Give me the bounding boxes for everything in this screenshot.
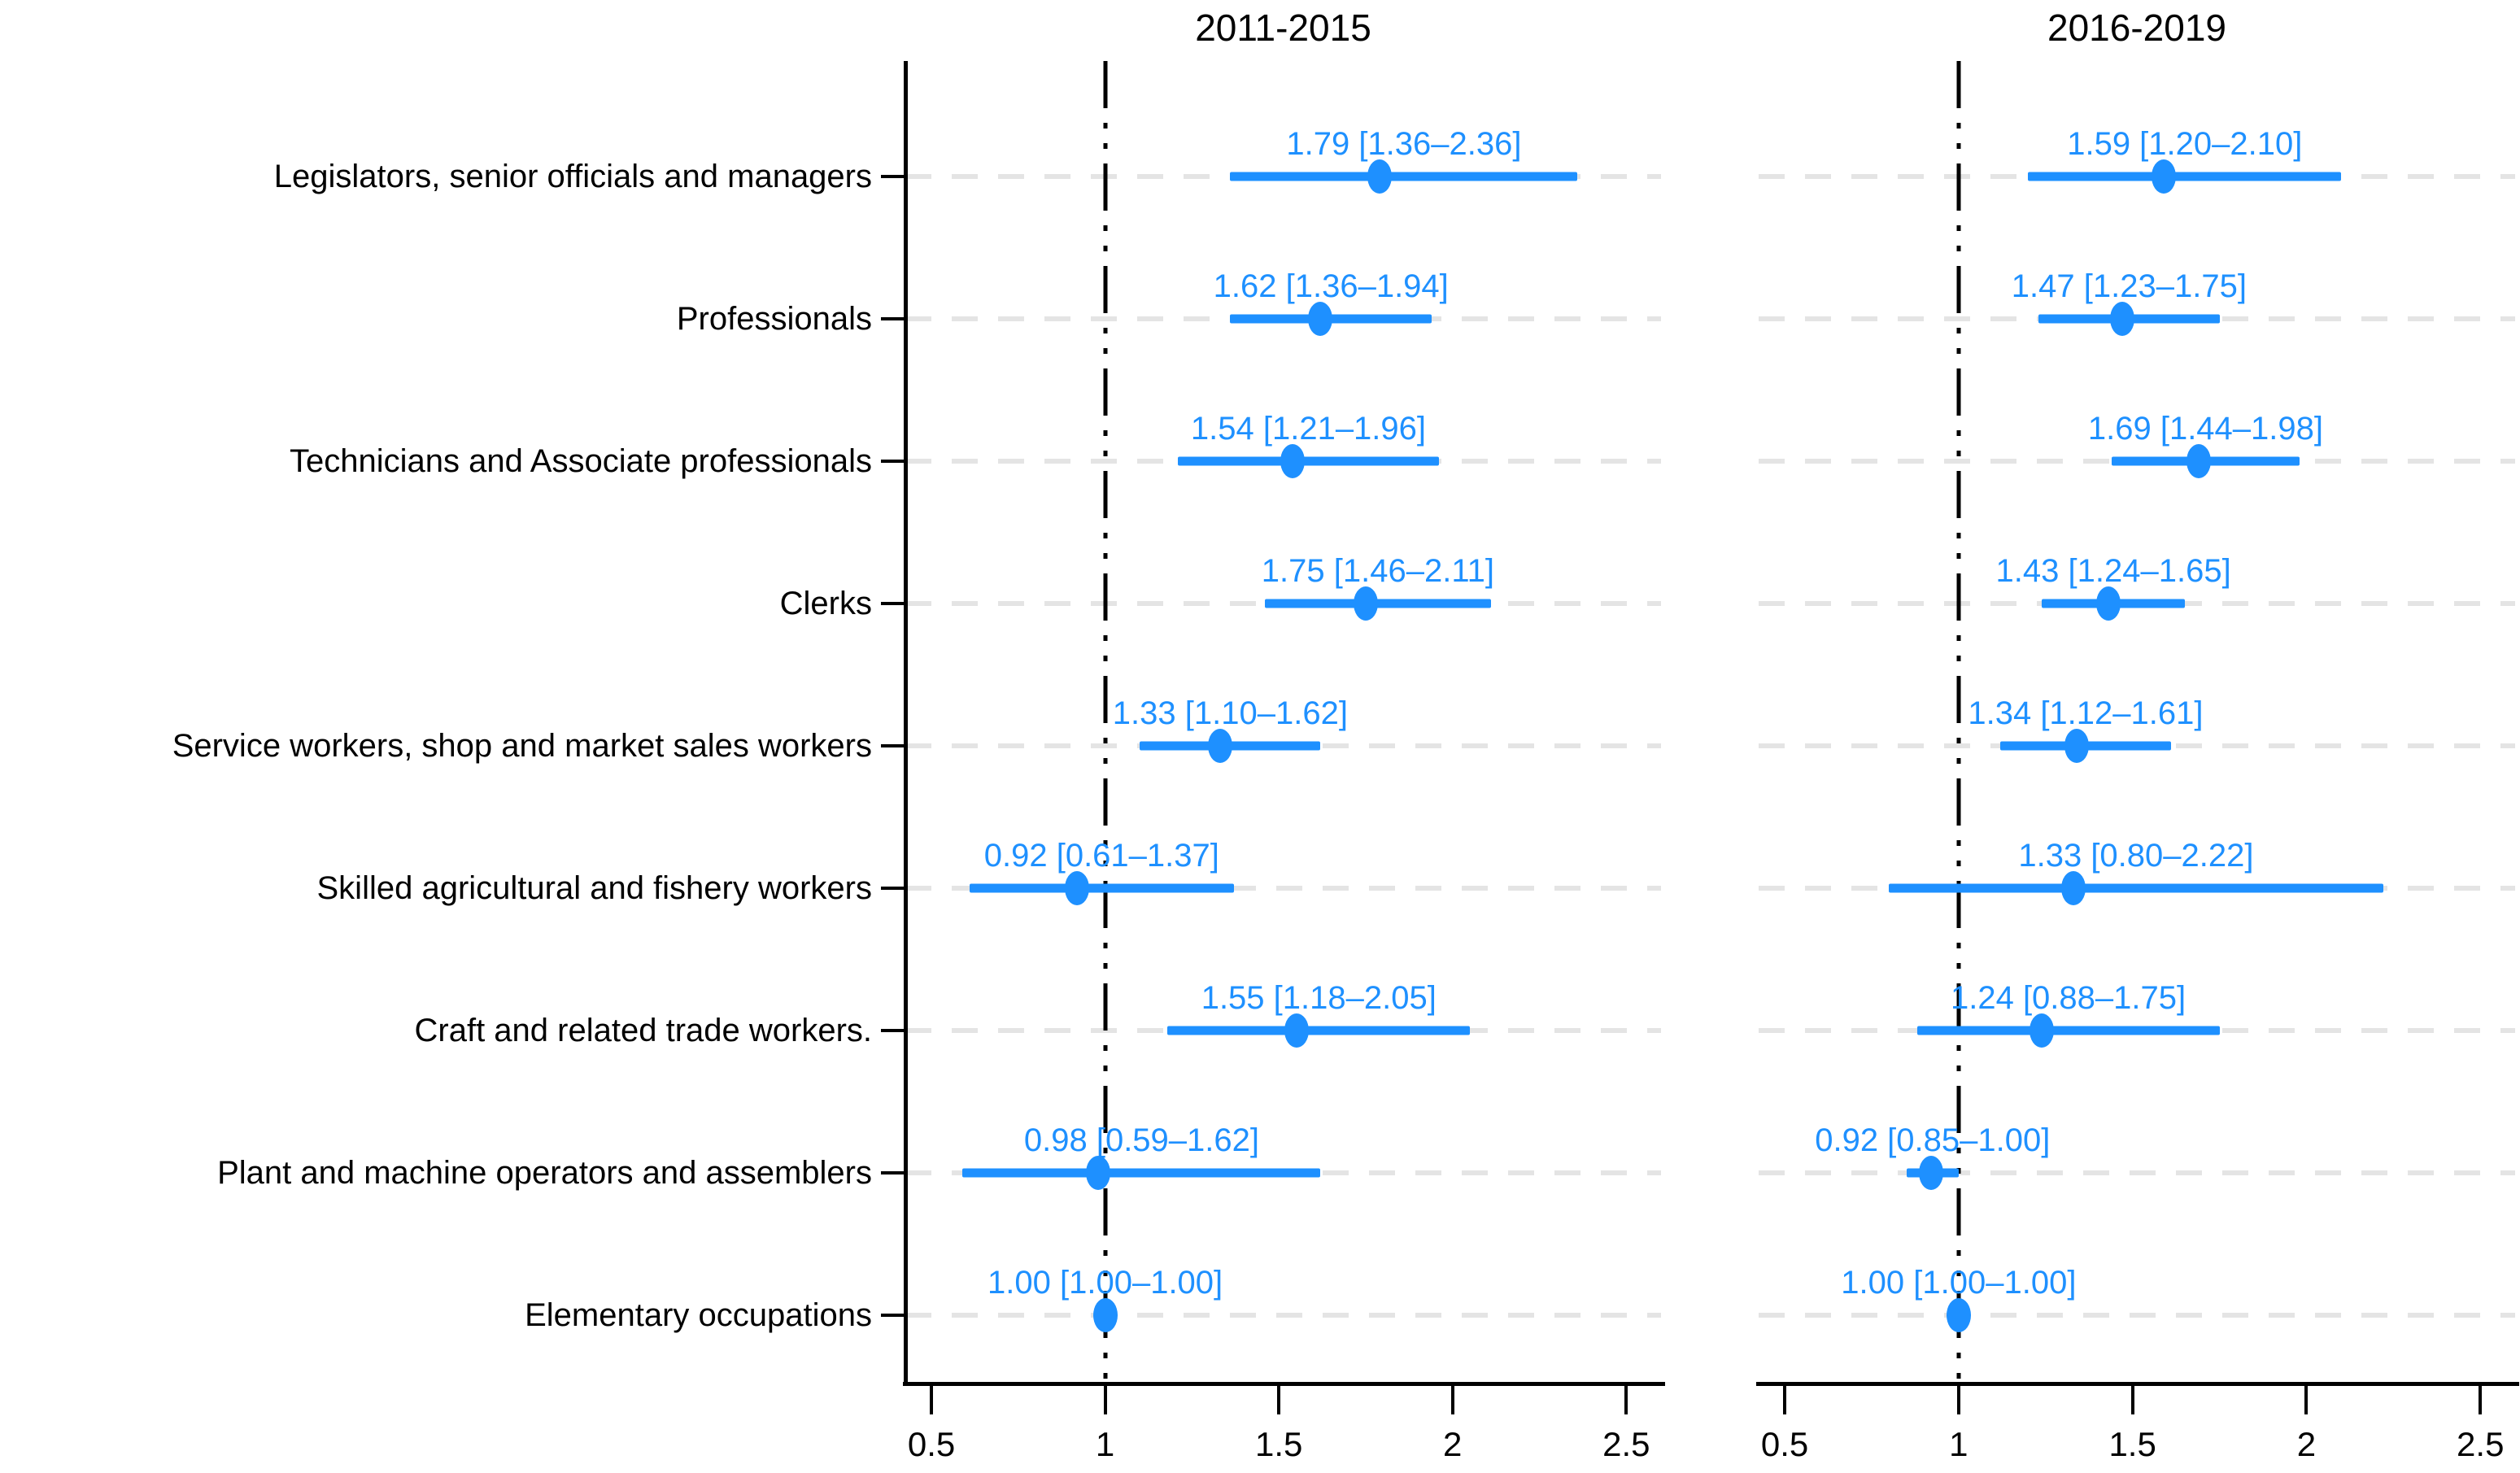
category-label: Plant and machine operators and assemble… [217,1155,872,1191]
category-label: Elementary occupations [525,1297,872,1333]
plot-panel-2011-2015: 0.5 1 1.5 2 2.5 1.79 [1.36–2.36] 1.62 [1.36–1.… [881,61,1665,1463]
x-axis-tick-label: 2.5 [2457,1425,2505,1463]
point-estimate-marker [1946,1298,1971,1332]
x-axis-line [903,1382,1665,1386]
estimate-value-label: 1.62 [1.36–1.94] [1213,268,1449,304]
point-estimate-marker [1280,444,1306,478]
point-estimate-marker [2186,444,2211,478]
confidence-interval-line [1916,1026,2220,1035]
x-axis-tick [1624,1386,1628,1414]
estimate-value-label: 1.33 [0.80–2.22] [2018,838,2254,874]
confidence-interval-line [970,883,1234,893]
x-axis-tick-label: 2 [1443,1425,1463,1463]
point-estimate-marker [1284,1013,1309,1048]
estimate-value-label: 1.43 [1.24–1.65] [1995,553,2231,589]
estimate-value-label: 1.54 [1.21–1.96] [1190,411,1427,447]
point-estimate-marker [1308,302,1333,336]
category-label: Clerks [779,586,872,621]
y-axis-tick [881,602,904,605]
category-label: Service workers, shop and market sales w… [172,728,872,764]
x-axis-tick-label: 1.5 [1254,1425,1303,1463]
y-axis-tick [881,317,904,320]
estimate-value-label: 1.00 [1.00–1.00] [1841,1265,2077,1301]
x-axis-tick [930,1386,934,1414]
y-axis-tick [881,1314,904,1317]
estimate-value-label: 1.55 [1.18–2.05] [1201,980,1437,1016]
reference-line-x1 [1103,61,1108,1384]
point-estimate-marker [1207,729,1232,763]
category-label: Technicians and Associate professionals [290,443,872,479]
y-axis-tick [881,1029,904,1032]
point-estimate-marker [1086,1156,1111,1190]
point-estimate-marker [2060,871,2086,905]
x-axis-tick [1783,1386,1787,1414]
row-gridline [1759,1170,2515,1175]
estimate-value-label: 1.24 [0.88–1.75] [1950,980,2186,1016]
estimate-value-label: 1.34 [1.12–1.61] [1968,695,2204,731]
x-axis-tick-label: 1 [1949,1425,1968,1463]
estimate-value-label: 1.79 [1.36–2.36] [1286,126,1522,162]
y-axis-tick [881,175,904,178]
estimate-value-label: 1.00 [1.00–1.00] [988,1265,1223,1301]
estimate-value-label: 1.59 [1.20–2.10] [2067,126,2303,162]
x-axis-tick-label: 0.5 [907,1425,956,1463]
point-estimate-marker [1092,1298,1118,1332]
confidence-interval-line [1889,883,2383,893]
y-axis-tick [881,460,904,463]
row-gridline [905,886,1661,891]
row-gridline [905,1313,1661,1318]
point-estimate-marker [2095,586,2121,621]
row-gridline [1759,1313,2515,1318]
point-estimate-marker [2152,159,2177,194]
y-axis-spine [904,61,908,1384]
estimate-value-label: 1.47 [1.23–1.75] [2011,268,2247,304]
plot-panel-2016-2019: 0.5 1 1.5 2 2.5 1.59 [1.20–2.10] 1.47 [1.23–1.… [1756,61,2519,1463]
x-axis-tick [1956,1386,1960,1414]
panel-title-2011-2015: 2011-2015 [1195,7,1371,49]
y-axis-tick [881,887,904,890]
confidence-interval-line [1167,1026,1471,1035]
point-estimate-marker [2064,729,2090,763]
x-axis-tick-label: 1 [1095,1425,1115,1463]
category-label: Skilled agricultural and fishery workers [316,870,873,906]
y-axis-tick [881,744,904,747]
estimate-value-label: 1.75 [1.46–2.11] [1261,553,1494,589]
x-axis-tick-label: 2 [2296,1425,2317,1463]
point-estimate-marker [1367,159,1393,194]
point-estimate-marker [1065,871,1090,905]
x-axis-tick-label: 1.5 [2108,1425,2156,1463]
confidence-interval-line [962,1168,1321,1178]
reference-line-x1 [1956,61,1961,1384]
x-axis-tick [2130,1386,2134,1414]
category-label: Craft and related trade workers. [414,1013,872,1048]
point-estimate-marker [1918,1156,1943,1190]
estimate-value-label: 0.92 [0.61–1.37] [983,838,1219,874]
x-axis-tick [1103,1386,1107,1414]
x-axis-tick [2304,1386,2309,1414]
category-label: Legislators, senior officials and manage… [273,159,872,194]
x-axis-tick [1450,1386,1454,1414]
point-estimate-marker [2030,1013,2055,1048]
estimate-value-label: 1.33 [1.10–1.62] [1112,695,1348,731]
x-axis-line [1756,1382,2519,1386]
x-axis-tick [2479,1386,2483,1414]
panel-title-2016-2019: 2016-2019 [2047,7,2226,49]
confidence-interval-line [2028,172,2342,181]
x-axis-tick-label: 0.5 [1760,1425,1809,1463]
x-axis-tick-label: 2.5 [1602,1425,1650,1463]
point-estimate-marker [1353,586,1378,621]
y-axis-tick [881,1171,904,1174]
estimate-value-label: 0.92 [0.85–1.00] [1815,1122,2051,1158]
point-estimate-marker [2109,302,2134,336]
confidence-interval-line [1178,456,1439,466]
estimate-value-label: 1.69 [1.44–1.98] [2087,411,2324,447]
category-label: Professionals [676,301,872,337]
estimate-value-label: 0.98 [0.59–1.62] [1023,1122,1260,1158]
x-axis-tick [1277,1386,1281,1414]
confidence-interval-line [1230,172,1578,181]
